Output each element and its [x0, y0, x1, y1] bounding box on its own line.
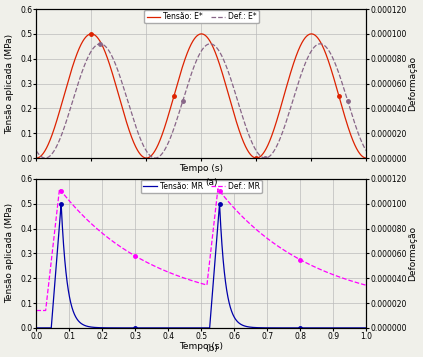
Tensão: MR: (0.716, 7.1e-05): MR: (0.716, 7.1e-05)	[270, 326, 275, 330]
Def.: MR: (0, 1.4e-05): MR: (0, 1.4e-05)	[34, 308, 39, 313]
Tensão: E*: (0.3, 0): E*: (0.3, 0)	[364, 156, 369, 160]
Y-axis label: Deformação: Deformação	[409, 226, 418, 281]
Def.: MR: (0.07, 0.000112): MR: (0.07, 0.000112)	[57, 187, 62, 191]
Def.: E*: (0.247, 8.09e-05): E*: (0.247, 8.09e-05)	[305, 55, 310, 60]
Tensão: E*: (0.224, 0.233): E*: (0.224, 0.233)	[280, 98, 285, 102]
Line: Def.: E*: Def.: E*	[36, 44, 366, 158]
Tensão: MR: (0.473, 1.55e-10): MR: (0.473, 1.55e-10)	[190, 326, 195, 330]
Line: Tensão: MR: Tensão: MR	[36, 204, 366, 328]
Tensão: E*: (0.0546, 0.49): E*: (0.0546, 0.49)	[94, 34, 99, 39]
Tensão: MR: (0, 0): MR: (0, 0)	[34, 326, 39, 330]
Def.: MR: (0.716, 6.88e-05): MR: (0.716, 6.88e-05)	[270, 240, 275, 245]
Tensão: MR: (0.075, 0.5): MR: (0.075, 0.5)	[59, 202, 64, 206]
Text: (a): (a)	[205, 178, 218, 187]
X-axis label: Tempo (s): Tempo (s)	[179, 342, 223, 351]
Y-axis label: Tensão aplicada (MPa): Tensão aplicada (MPa)	[5, 203, 14, 303]
Line: Tensão: E*: Tensão: E*	[36, 34, 366, 158]
Tensão: MR: (0.642, 0.00418): MR: (0.642, 0.00418)	[246, 325, 251, 329]
Def.: E*: (0, 5.69e-06): E*: (0, 5.69e-06)	[34, 149, 39, 153]
Tensão: E*: (0.247, 0.495): E*: (0.247, 0.495)	[305, 33, 310, 37]
Tensão: MR: (0.935, 4.13e-10): MR: (0.935, 4.13e-10)	[343, 326, 348, 330]
Def.: E*: (0.18, 5.49e-05): E*: (0.18, 5.49e-05)	[232, 88, 237, 92]
Line: Def.: MR: Def.: MR	[36, 189, 366, 311]
Y-axis label: Tensão aplicada (MPa): Tensão aplicada (MPa)	[5, 34, 14, 134]
Tensão: E*: (0.115, 0.0991): E*: (0.115, 0.0991)	[160, 131, 165, 136]
Tensão: E*: (0.18, 0.173): E*: (0.18, 0.173)	[232, 113, 237, 117]
Y-axis label: Deformação: Deformação	[409, 56, 418, 111]
Legend: Tensão: MR, Def.: MR: Tensão: MR, Def.: MR	[141, 180, 262, 193]
Def.: E*: (0.195, 1.43e-05): E*: (0.195, 1.43e-05)	[248, 138, 253, 142]
Tensão: MR: (0.605, 0.0323): MR: (0.605, 0.0323)	[233, 318, 239, 322]
Def.: MR: (0.605, 9.49e-05): MR: (0.605, 9.49e-05)	[233, 208, 239, 212]
Def.: MR: (0.249, 6.63e-05): MR: (0.249, 6.63e-05)	[116, 243, 121, 248]
Tensão: MR: (1, 1.17e-11): MR: (1, 1.17e-11)	[364, 326, 369, 330]
Def.: E*: (0.208, 2.33e-13): E*: (0.208, 2.33e-13)	[263, 156, 268, 160]
Def.: MR: (0.642, 8.5e-05): MR: (0.642, 8.5e-05)	[246, 220, 251, 225]
Def.: MR: (1, 3.43e-05): MR: (1, 3.43e-05)	[364, 283, 369, 287]
Tensão: MR: (0.249, 3.44e-05): MR: (0.249, 3.44e-05)	[116, 326, 121, 330]
Def.: MR: (0.935, 3.94e-05): MR: (0.935, 3.94e-05)	[343, 277, 348, 281]
X-axis label: Tempo (s): Tempo (s)	[179, 164, 223, 173]
Def.: E*: (0.0545, 9.09e-05): E*: (0.0545, 9.09e-05)	[94, 43, 99, 47]
Def.: MR: (0.473, 3.79e-05): MR: (0.473, 3.79e-05)	[190, 279, 195, 283]
Def.: E*: (0.115, 3.93e-06): E*: (0.115, 3.93e-06)	[160, 151, 165, 155]
Def.: E*: (0.258, 9.2e-05): E*: (0.258, 9.2e-05)	[318, 42, 323, 46]
Tensão: E*: (0.05, 0.5): E*: (0.05, 0.5)	[89, 32, 94, 36]
Legend: Tensão: E*, Def.: E*: Tensão: E*, Def.: E*	[144, 10, 258, 24]
Tensão: E*: (0.195, 0.0115): E*: (0.195, 0.0115)	[249, 153, 254, 157]
Def.: E*: (0.224, 2.11e-05): E*: (0.224, 2.11e-05)	[280, 130, 285, 134]
Tensão: E*: (0, 0): E*: (0, 0)	[34, 156, 39, 160]
Def.: E*: (0.3, 5.69e-06): E*: (0.3, 5.69e-06)	[364, 149, 369, 153]
Text: (b): (b)	[205, 345, 218, 353]
